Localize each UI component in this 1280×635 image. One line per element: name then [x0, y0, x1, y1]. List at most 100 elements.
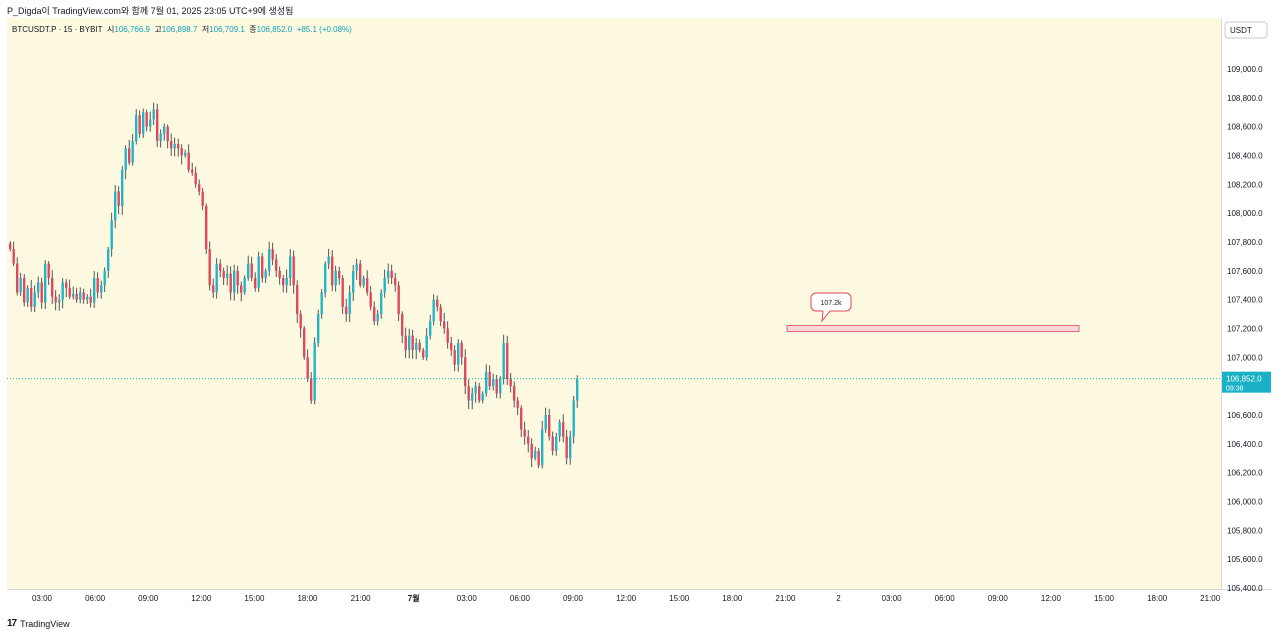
- candle-body[interactable]: [537, 451, 540, 466]
- candle-body[interactable]: [170, 141, 173, 149]
- candle-body[interactable]: [331, 256, 334, 286]
- candle-body[interactable]: [432, 299, 435, 322]
- candle-body[interactable]: [240, 285, 243, 293]
- candle-body[interactable]: [145, 112, 148, 127]
- candle-body[interactable]: [562, 422, 565, 437]
- candle-body[interactable]: [275, 259, 278, 271]
- candle-body[interactable]: [516, 400, 519, 408]
- candle-body[interactable]: [37, 282, 40, 293]
- candle-body[interactable]: [460, 342, 463, 358]
- candle-body[interactable]: [187, 152, 190, 170]
- candle-body[interactable]: [243, 278, 246, 293]
- candle-body[interactable]: [373, 306, 376, 322]
- candle-body[interactable]: [19, 278, 22, 293]
- candle-body[interactable]: [282, 278, 285, 286]
- candle-body[interactable]: [233, 270, 236, 293]
- candle-body[interactable]: [394, 278, 397, 286]
- candle-body[interactable]: [411, 335, 414, 351]
- candle-body[interactable]: [520, 407, 523, 430]
- candle-body[interactable]: [16, 263, 19, 293]
- candle-body[interactable]: [569, 436, 572, 459]
- candle-body[interactable]: [26, 288, 29, 303]
- candle-body[interactable]: [464, 357, 467, 387]
- candle-body[interactable]: [380, 292, 383, 315]
- candle-body[interactable]: [33, 292, 36, 307]
- callout-bubble[interactable]: [810, 292, 852, 323]
- candle-body[interactable]: [495, 378, 498, 394]
- candle-body[interactable]: [352, 270, 355, 293]
- candle-body[interactable]: [415, 342, 418, 351]
- candle-body[interactable]: [397, 285, 400, 315]
- candle-body[interactable]: [229, 273, 232, 293]
- candle-body[interactable]: [485, 371, 488, 394]
- candle-body[interactable]: [499, 378, 502, 394]
- candle-body[interactable]: [296, 285, 299, 315]
- candle-body[interactable]: [215, 263, 218, 293]
- candle-body[interactable]: [299, 314, 302, 329]
- candle-body[interactable]: [404, 335, 407, 351]
- candle-body[interactable]: [191, 169, 194, 173]
- candle-body[interactable]: [159, 133, 162, 142]
- candle-body[interactable]: [208, 249, 211, 286]
- candle-body[interactable]: [317, 314, 320, 343]
- candle-body[interactable]: [184, 152, 187, 156]
- candle-body[interactable]: [548, 415, 551, 437]
- candle-body[interactable]: [264, 270, 267, 279]
- candle-body[interactable]: [75, 293, 78, 300]
- candle-body[interactable]: [502, 342, 505, 379]
- candle-body[interactable]: [418, 342, 421, 351]
- candle-body[interactable]: [173, 143, 176, 149]
- candle-body[interactable]: [107, 249, 110, 271]
- tradingview-logo[interactable]: 17 TradingView: [7, 618, 70, 629]
- candle-body[interactable]: [474, 386, 477, 394]
- candle-body[interactable]: [285, 278, 288, 286]
- candle-body[interactable]: [523, 429, 526, 437]
- candle-body[interactable]: [226, 273, 229, 279]
- candle-body[interactable]: [383, 278, 386, 293]
- candle-body[interactable]: [471, 393, 474, 401]
- candle-body[interactable]: [40, 282, 43, 303]
- candle-body[interactable]: [509, 378, 512, 387]
- candle-body[interactable]: [513, 386, 516, 401]
- candle-body[interactable]: [44, 263, 47, 303]
- candle-body[interactable]: [222, 270, 225, 279]
- candle-body[interactable]: [324, 263, 327, 293]
- candle-body[interactable]: [96, 278, 99, 293]
- candle-body[interactable]: [401, 314, 404, 336]
- candle-body[interactable]: [551, 436, 554, 452]
- candle-body[interactable]: [544, 415, 547, 430]
- candle-body[interactable]: [303, 328, 306, 358]
- candle-body[interactable]: [310, 378, 313, 401]
- candle-body[interactable]: [54, 296, 57, 303]
- candle-body[interactable]: [457, 342, 460, 365]
- candle-body[interactable]: [138, 115, 141, 134]
- candle-body[interactable]: [23, 278, 26, 303]
- candle-body[interactable]: [387, 270, 390, 279]
- candle-body[interactable]: [530, 443, 533, 459]
- candle-body[interactable]: [390, 270, 393, 279]
- candle-body[interactable]: [572, 400, 575, 437]
- candle-body[interactable]: [152, 109, 155, 120]
- candle-body[interactable]: [68, 288, 71, 297]
- candle-body[interactable]: [212, 285, 215, 293]
- candle-body[interactable]: [58, 299, 61, 303]
- candle-body[interactable]: [205, 205, 208, 250]
- candle-body[interactable]: [135, 115, 138, 142]
- candle-body[interactable]: [61, 282, 64, 300]
- candle-body[interactable]: [103, 270, 106, 286]
- symbol-label[interactable]: BTCUSDT.P · 15 · BYBIT: [12, 25, 103, 34]
- candle-body[interactable]: [492, 378, 495, 387]
- candle-body[interactable]: [555, 436, 558, 452]
- candle-body[interactable]: [236, 270, 239, 286]
- candle-body[interactable]: [376, 314, 379, 322]
- candle-body[interactable]: [219, 263, 222, 271]
- candle-body[interactable]: [177, 143, 180, 149]
- candle-body[interactable]: [425, 335, 428, 358]
- candle-body[interactable]: [198, 184, 201, 192]
- candle-body[interactable]: [156, 109, 159, 142]
- candle-body[interactable]: [488, 371, 491, 387]
- candle-body[interactable]: [278, 270, 281, 279]
- candle-body[interactable]: [89, 296, 92, 303]
- candle-body[interactable]: [194, 172, 197, 185]
- candle-body[interactable]: [128, 148, 131, 163]
